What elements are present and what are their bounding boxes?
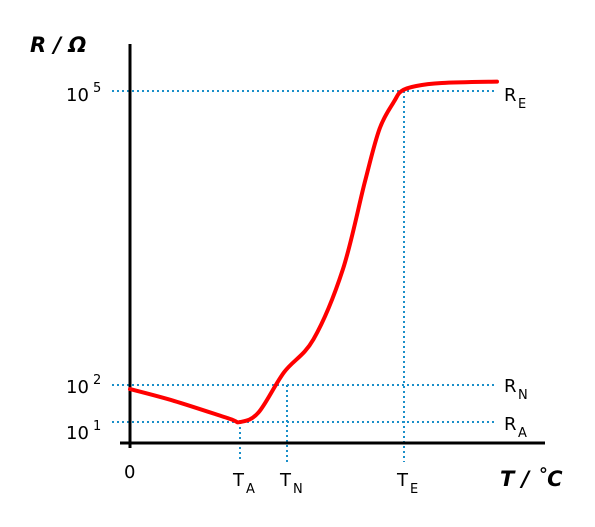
y-tick-base: 10 bbox=[66, 377, 89, 398]
x-tick-subscript: A bbox=[246, 482, 255, 497]
x-tick-subscript: E bbox=[410, 482, 418, 497]
y-tick-base: 10 bbox=[66, 423, 89, 444]
reference-label: R E bbox=[504, 85, 526, 112]
x-tick-label: T E bbox=[396, 470, 418, 497]
reference-label-main: R bbox=[504, 414, 517, 435]
resistance-curve bbox=[128, 79, 499, 425]
x-tick-main: T bbox=[396, 470, 409, 491]
reference-label-subscript: A bbox=[518, 426, 527, 441]
y-tick-base: 10 bbox=[66, 85, 89, 106]
y-tick-label: 10 5 bbox=[66, 81, 101, 106]
reference-label-main: R bbox=[504, 376, 517, 397]
reference-label-subscript: N bbox=[518, 388, 528, 403]
x-tick-label: T A bbox=[232, 470, 255, 497]
reference-label-main: R bbox=[504, 85, 517, 106]
reference-label: R N bbox=[504, 376, 528, 403]
x-tick-label: T N bbox=[279, 470, 303, 497]
y-tick-label: 10 1 bbox=[66, 419, 101, 444]
x-tick-label: 0 bbox=[124, 462, 135, 483]
x-tick-main: T bbox=[232, 470, 245, 491]
y-axis-title: R / Ω bbox=[30, 33, 86, 57]
x-tick-subscript: N bbox=[293, 482, 303, 497]
y-tick-exponent: 5 bbox=[93, 81, 101, 96]
y-tick-exponent: 2 bbox=[93, 373, 101, 388]
x-tick-main: T bbox=[279, 470, 292, 491]
y-tick-exponent: 1 bbox=[93, 419, 101, 434]
y-tick-label: 10 2 bbox=[66, 373, 101, 398]
reference-label: R A bbox=[504, 414, 527, 441]
reference-label-subscript: E bbox=[518, 97, 526, 112]
x-axis-title: T / ˚C bbox=[500, 466, 563, 491]
reference-lines bbox=[112, 90, 497, 462]
